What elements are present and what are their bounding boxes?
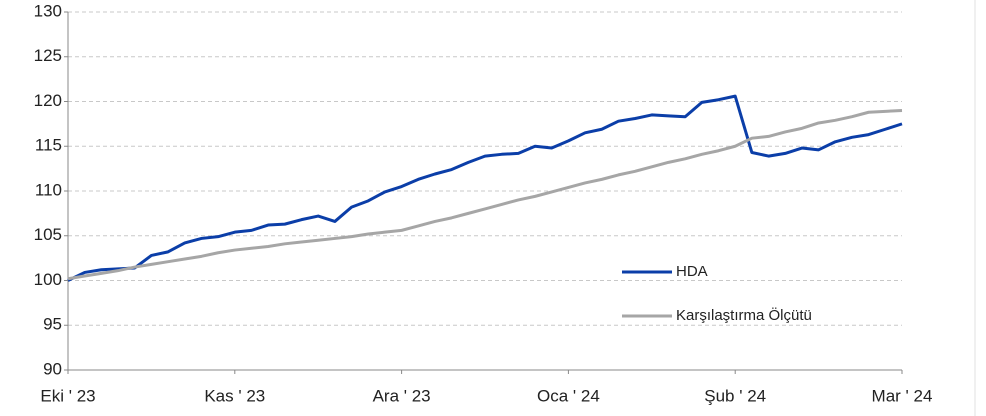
y-tick-label: 100 <box>34 270 62 289</box>
data-line <box>67 108 903 281</box>
y-tick-label: 115 <box>35 136 62 155</box>
y-tick-label: 105 <box>34 225 62 244</box>
y-tick-label: 95 <box>43 315 62 334</box>
x-tick-label: Ara ' 23 <box>373 386 431 405</box>
legend-label: Karşılaştırma Ölçütü <box>676 306 812 324</box>
data-line <box>67 94 903 282</box>
x-tick-label: Eki ' 23 <box>40 386 95 405</box>
legend-label: HDA <box>676 263 708 280</box>
x-tick-label: Oca ' 24 <box>537 386 600 405</box>
x-tick-label: Kas ' 23 <box>204 386 265 405</box>
x-tick-label: Mar ' 24 <box>872 386 933 405</box>
x-tick-label: Şub ' 24 <box>704 386 766 405</box>
y-tick-label: 130 <box>34 1 62 20</box>
y-tick-label: 120 <box>34 91 62 110</box>
y-tick-label: 110 <box>35 180 62 199</box>
y-tick-label: 90 <box>43 359 62 378</box>
y-tick-label: 125 <box>34 46 62 65</box>
